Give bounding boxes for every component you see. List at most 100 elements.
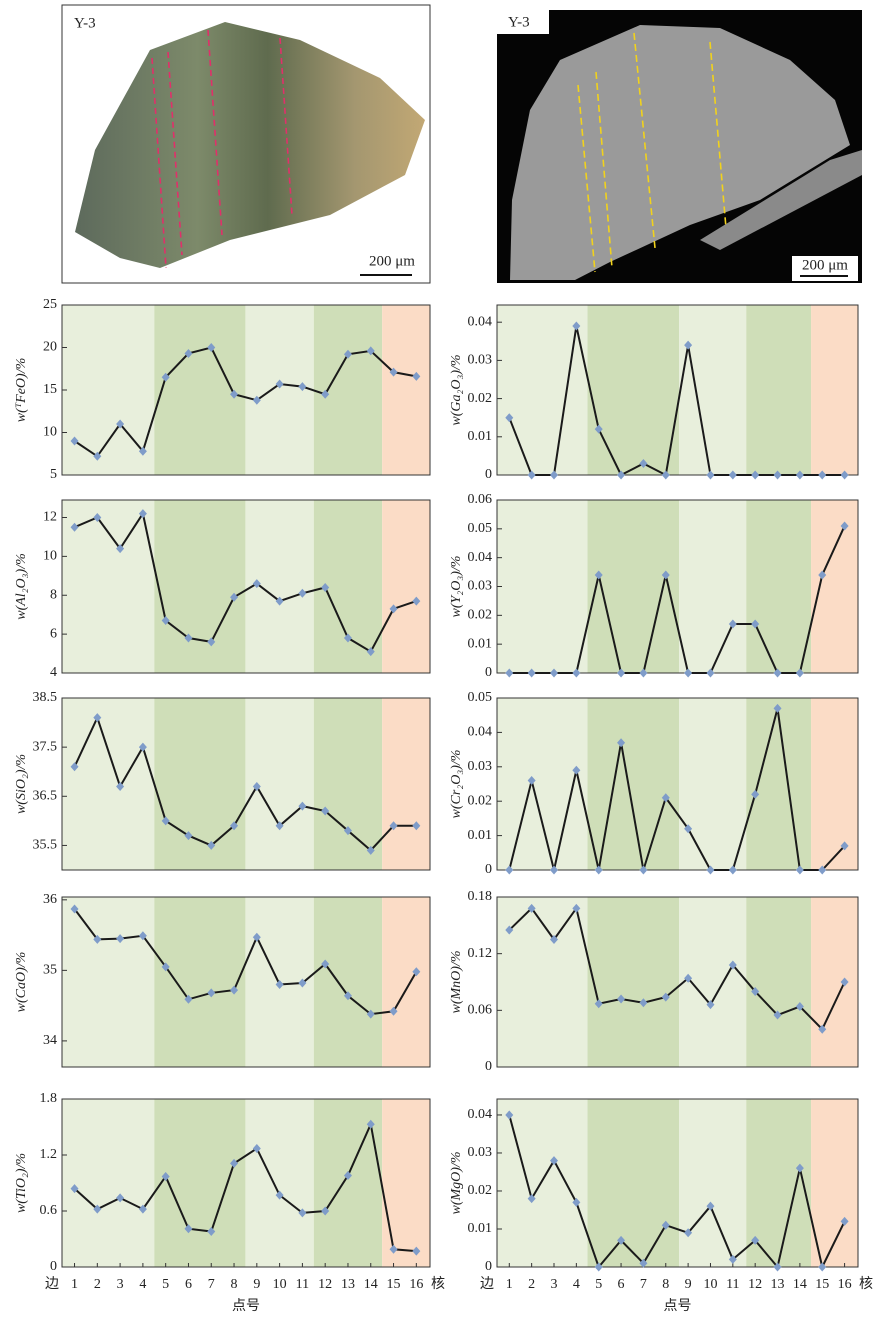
scale-label: 200 μm bbox=[802, 257, 848, 273]
marker bbox=[527, 776, 536, 786]
marker bbox=[138, 742, 147, 752]
marker bbox=[751, 1235, 760, 1245]
x-axis-label: 点号 bbox=[664, 1298, 692, 1314]
marker bbox=[184, 831, 193, 841]
marker bbox=[818, 1024, 827, 1034]
marker bbox=[550, 865, 558, 875]
y-tick-label: 0.04 bbox=[468, 725, 493, 740]
x-tick-label: 1 bbox=[506, 1277, 513, 1292]
region bbox=[497, 1099, 588, 1267]
marker bbox=[773, 703, 782, 713]
region bbox=[245, 305, 314, 475]
marker bbox=[252, 781, 261, 791]
scale-label: 200 μm bbox=[369, 253, 415, 269]
marker bbox=[505, 413, 514, 423]
region bbox=[154, 897, 246, 1067]
marker bbox=[728, 960, 737, 970]
y-tick-label: 10 bbox=[43, 425, 57, 440]
series-line bbox=[508, 905, 846, 1031]
series-line bbox=[73, 714, 417, 852]
marker bbox=[594, 570, 603, 580]
x-tick-label: 3 bbox=[117, 1277, 124, 1292]
x-tick-label: 8 bbox=[662, 1277, 669, 1292]
region bbox=[497, 897, 588, 1067]
panel: 0 0.01 0.02 0.03 0.04 0.05 w(Cr₂O₃)/% bbox=[449, 690, 859, 877]
x-tick-label: 11 bbox=[726, 1277, 739, 1292]
marker bbox=[93, 713, 102, 723]
marker bbox=[366, 1119, 375, 1129]
y-axis-label: w(SiO₂)/% bbox=[14, 754, 29, 814]
marker bbox=[70, 904, 79, 914]
y-tick-label: 12 bbox=[43, 510, 57, 525]
crystal bbox=[510, 25, 850, 280]
marker bbox=[138, 446, 147, 456]
x-tick-label: 16 bbox=[409, 1277, 423, 1292]
y-tick-label: 0.02 bbox=[468, 391, 493, 406]
region bbox=[746, 897, 812, 1067]
marker bbox=[706, 865, 715, 875]
region bbox=[811, 897, 858, 1067]
optical-image: Y-3 200 μm bbox=[61, 4, 431, 284]
y-tick-label: 0 bbox=[50, 1259, 57, 1274]
x-tick-label: 14 bbox=[793, 1277, 807, 1292]
marker bbox=[527, 1194, 536, 1204]
marker bbox=[343, 349, 352, 359]
region bbox=[313, 305, 383, 475]
marker bbox=[93, 1204, 102, 1214]
region bbox=[587, 305, 680, 475]
x-tick-label: 2 bbox=[528, 1277, 535, 1292]
marker bbox=[161, 616, 170, 626]
marker bbox=[93, 451, 102, 461]
region bbox=[62, 500, 155, 673]
x-tick-label: 3 bbox=[551, 1277, 558, 1292]
marker bbox=[389, 1244, 398, 1254]
marker bbox=[550, 1156, 558, 1166]
marker bbox=[795, 1163, 804, 1173]
y-tick-label: 10 bbox=[43, 549, 57, 564]
x-tick-label: 7 bbox=[208, 1277, 215, 1292]
plot-frame bbox=[496, 697, 859, 871]
y-tick-label: 36.5 bbox=[33, 789, 58, 804]
marker bbox=[751, 986, 760, 996]
x-tick-label: 12 bbox=[748, 1277, 762, 1292]
series-line bbox=[508, 325, 845, 477]
marker bbox=[184, 994, 193, 1004]
marker bbox=[184, 1224, 193, 1234]
marker bbox=[840, 521, 849, 531]
sample-label: Y-3 bbox=[508, 14, 530, 30]
y-tick-label: 1.8 bbox=[40, 1091, 58, 1106]
marker bbox=[505, 1110, 514, 1120]
panel: 4 6 8 10 12 w(Al₂O₃)/% bbox=[14, 499, 431, 680]
marker bbox=[840, 470, 849, 480]
marker bbox=[594, 424, 603, 434]
region bbox=[679, 305, 747, 475]
marker bbox=[818, 470, 827, 480]
marker bbox=[343, 826, 352, 836]
marker bbox=[207, 637, 216, 647]
marker bbox=[773, 1010, 782, 1020]
region bbox=[154, 305, 246, 475]
marker bbox=[795, 470, 804, 480]
y-axis-label: w(CaO)/% bbox=[14, 952, 29, 1013]
y-tick-label: 34 bbox=[43, 1033, 57, 1048]
region bbox=[313, 897, 383, 1067]
plot-frame bbox=[61, 1098, 431, 1268]
y-tick-label: 0.12 bbox=[468, 946, 493, 961]
marker bbox=[751, 470, 760, 480]
marker bbox=[706, 470, 715, 480]
x-end-label: 核 bbox=[431, 1276, 445, 1292]
marker bbox=[161, 962, 170, 972]
y-tick-label: 5 bbox=[50, 467, 57, 482]
marker bbox=[795, 865, 804, 875]
region bbox=[382, 698, 430, 870]
marker bbox=[594, 1262, 603, 1272]
plot-frame bbox=[61, 499, 431, 674]
marker bbox=[795, 668, 804, 678]
marker bbox=[617, 1235, 626, 1245]
marker bbox=[321, 959, 330, 969]
x-end-label: 核 bbox=[859, 1276, 873, 1292]
x-tick-label: 4 bbox=[139, 1277, 146, 1292]
marker bbox=[252, 579, 261, 589]
region bbox=[587, 897, 680, 1067]
marker bbox=[706, 1201, 715, 1211]
